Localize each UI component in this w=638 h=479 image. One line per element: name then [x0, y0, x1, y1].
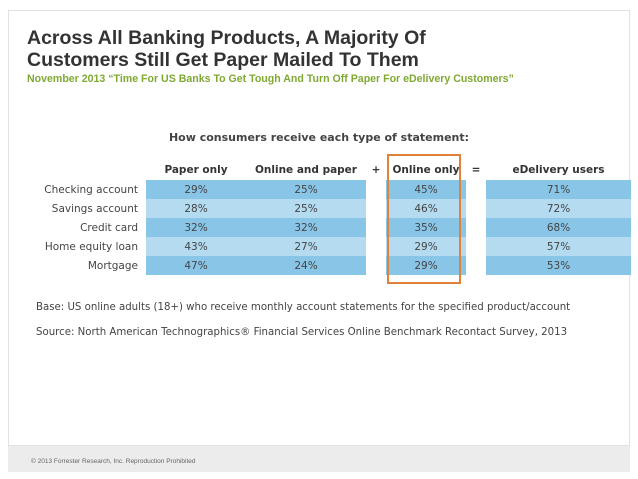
spacer-cell: [366, 237, 386, 256]
table-row: Credit card 32% 32% 35% 68%: [26, 218, 631, 237]
slide-subtitle: November 2013 “Time For US Banks To Get …: [27, 73, 514, 85]
cell-online-and-paper: 24%: [246, 256, 366, 275]
footer-bar: [8, 446, 630, 472]
table-row: Mortgage 47% 24% 29% 53%: [26, 256, 631, 275]
cell-online-and-paper: 25%: [246, 199, 366, 218]
cell-edelivery: 57%: [486, 237, 631, 256]
slide-title: Across All Banking Products, A Majority …: [27, 27, 587, 71]
spacer-cell: [466, 256, 486, 275]
cell-online-only: 35%: [386, 218, 466, 237]
cell-online-only: 29%: [386, 237, 466, 256]
row-label: Savings account: [51, 202, 138, 215]
cell-online-and-paper: 32%: [246, 218, 366, 237]
cell-online-and-paper: 25%: [246, 180, 366, 199]
cell-edelivery: 68%: [486, 218, 631, 237]
cell-edelivery: 72%: [486, 199, 631, 218]
cell-edelivery: 71%: [486, 180, 631, 199]
spacer-cell: [466, 237, 486, 256]
equals-sign: =: [471, 164, 481, 176]
slide-title-line-1: Across All Banking Products, A Majority …: [27, 27, 426, 49]
base-note: Base: US online adults (18+) who receive…: [36, 302, 571, 313]
spacer-cell: [366, 180, 386, 199]
spacer-cell: [366, 218, 386, 237]
row-label: Credit card: [80, 221, 138, 234]
spacer-cell: [466, 199, 486, 218]
cell-online-only: 46%: [386, 199, 466, 218]
header-blank: [26, 160, 146, 180]
statement-table: Paper only Online and paper + Online onl…: [26, 160, 631, 275]
cell-paper-only: 32%: [146, 218, 246, 237]
header-online-and-paper: Online and paper: [254, 164, 357, 176]
spacer-cell: [466, 218, 486, 237]
header-edelivery-users: eDelivery users: [512, 164, 605, 176]
cell-online-only: 29%: [386, 256, 466, 275]
table-row: Checking account 29% 25% 45% 71%: [26, 180, 631, 199]
header-paper-only: Paper only: [164, 164, 228, 176]
table-row: Home equity loan 43% 27% 29% 57%: [26, 237, 631, 256]
row-label: Mortgage: [87, 259, 138, 272]
row-label: Home equity loan: [44, 240, 138, 253]
cell-online-only: 45%: [386, 180, 466, 199]
spacer-cell: [366, 256, 386, 275]
plus-sign: +: [371, 164, 381, 176]
cell-paper-only: 47%: [146, 256, 246, 275]
row-label: Checking account: [44, 183, 138, 196]
table-title: How consumers receive each type of state…: [168, 131, 470, 144]
table-header-row: Paper only Online and paper + Online onl…: [26, 160, 631, 180]
cell-paper-only: 28%: [146, 199, 246, 218]
slide-title-line-2: Customers Still Get Paper Mailed To Them: [27, 49, 419, 71]
table-row: Savings account 28% 25% 46% 72%: [26, 199, 631, 218]
cell-paper-only: 43%: [146, 237, 246, 256]
spacer-cell: [466, 180, 486, 199]
copyright-text: © 2013 Forrester Research, Inc. Reproduc…: [31, 458, 196, 465]
header-online-only: Online only: [392, 164, 460, 176]
cell-edelivery: 53%: [486, 256, 631, 275]
spacer-cell: [366, 199, 386, 218]
cell-paper-only: 29%: [146, 180, 246, 199]
cell-online-and-paper: 27%: [246, 237, 366, 256]
source-note: Source: North American Technographics® F…: [36, 327, 568, 338]
